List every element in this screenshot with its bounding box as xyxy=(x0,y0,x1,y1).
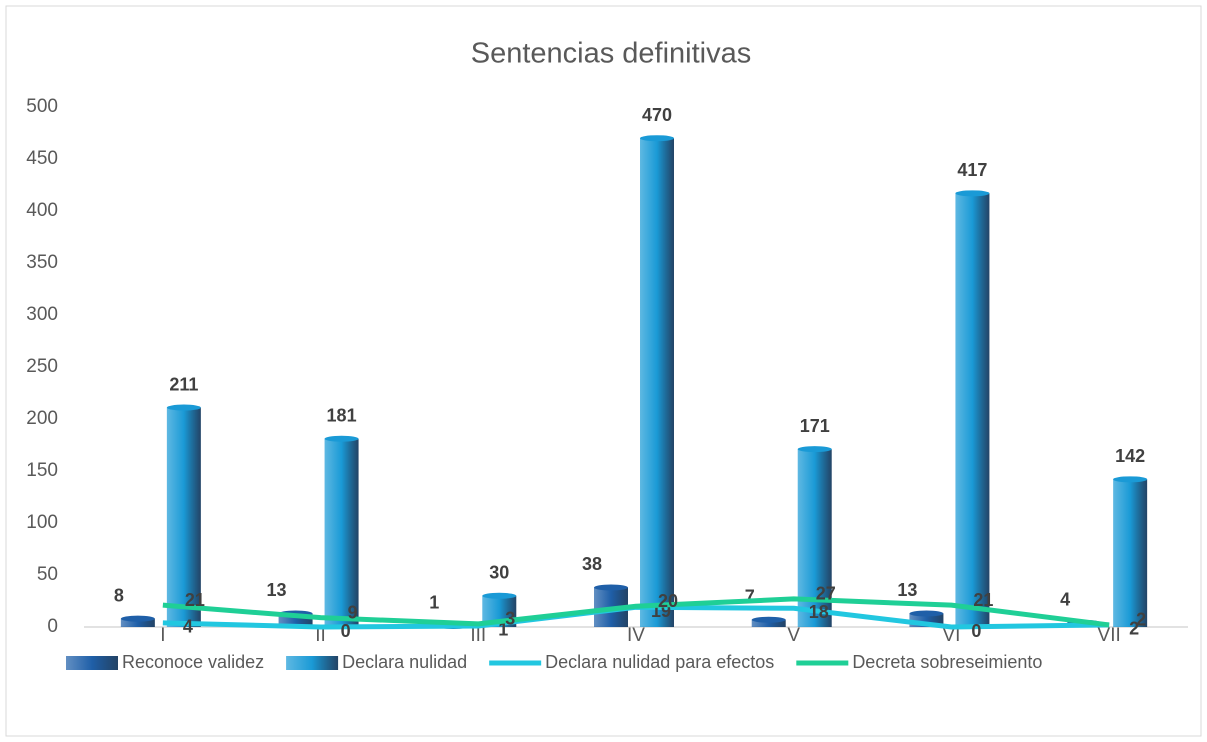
y-tick-label: 400 xyxy=(26,200,58,221)
bar xyxy=(955,193,990,627)
value-label: 0 xyxy=(341,621,351,641)
y-tick-label: 200 xyxy=(26,408,58,429)
y-tick-label: 100 xyxy=(26,512,58,533)
legend-label: Declara nulidad xyxy=(342,652,467,672)
y-tick-label: 450 xyxy=(26,148,58,169)
value-label: 13 xyxy=(267,580,287,600)
value-label: 13 xyxy=(897,580,917,600)
bar-top xyxy=(797,446,832,453)
bar xyxy=(751,619,786,627)
chart-title: Sentencias definitivas xyxy=(471,38,752,70)
value-label: 4 xyxy=(183,617,193,637)
value-label: 30 xyxy=(489,563,509,583)
legend-swatch xyxy=(66,656,118,670)
x-tick-label: III xyxy=(470,625,486,646)
bar-top xyxy=(909,610,944,617)
value-label: 7 xyxy=(745,586,755,606)
value-label: 171 xyxy=(800,416,830,436)
value-label: 1 xyxy=(429,593,439,613)
bar-top xyxy=(955,190,990,197)
bar xyxy=(324,438,359,627)
x-tick-label: V xyxy=(787,625,800,646)
value-label: 21 xyxy=(973,590,993,610)
bar-top xyxy=(120,615,155,622)
x-tick-label: VI xyxy=(942,625,960,646)
bar-top xyxy=(324,435,359,442)
x-tick-label: VII xyxy=(1098,625,1121,646)
y-tick-label: 300 xyxy=(26,304,58,325)
bar-top xyxy=(751,616,786,623)
bar xyxy=(1113,479,1148,627)
value-label: 8 xyxy=(114,585,124,605)
x-tick-label: I xyxy=(160,625,165,646)
bar-top xyxy=(1113,476,1148,483)
value-label: 27 xyxy=(816,584,836,604)
value-label: 417 xyxy=(957,160,987,180)
value-label: 211 xyxy=(169,374,198,394)
value-label: 2 xyxy=(1136,610,1146,630)
value-label: 20 xyxy=(658,591,678,611)
legend-label: Reconoce validez xyxy=(122,652,264,672)
value-label: 38 xyxy=(582,554,602,574)
y-tick-label: 50 xyxy=(37,564,58,585)
legend-label: Declara nulidad para efectos xyxy=(545,652,774,672)
value-label: 4 xyxy=(1060,590,1070,610)
y-tick-label: 350 xyxy=(26,252,58,273)
x-tick-label: IV xyxy=(627,625,645,646)
bar-top xyxy=(640,135,674,142)
x-tick-label: II xyxy=(315,625,326,646)
value-label: 18 xyxy=(809,602,829,622)
value-label: 0 xyxy=(971,621,981,641)
value-label: 2 xyxy=(1129,619,1139,639)
y-tick-label: 0 xyxy=(47,616,58,637)
legend-label: Decreta sobreseimiento xyxy=(852,652,1042,672)
value-label: 3 xyxy=(505,609,515,629)
bar-top xyxy=(166,404,201,411)
value-label: 142 xyxy=(1115,446,1145,466)
bar-top xyxy=(482,592,517,599)
bar-top xyxy=(594,584,628,591)
y-tick-label: 250 xyxy=(26,356,58,377)
value-label: 470 xyxy=(642,105,672,125)
value-label: 21 xyxy=(185,590,205,610)
value-label: 9 xyxy=(348,602,358,622)
bar xyxy=(640,138,674,627)
value-label: 181 xyxy=(327,406,357,426)
legend-swatch xyxy=(286,656,339,670)
y-tick-label: 500 xyxy=(26,96,58,117)
line xyxy=(162,596,1110,628)
bar xyxy=(120,618,155,627)
value-label: 1 xyxy=(498,620,508,640)
y-tick-label: 150 xyxy=(26,460,58,481)
bar xyxy=(166,407,201,627)
